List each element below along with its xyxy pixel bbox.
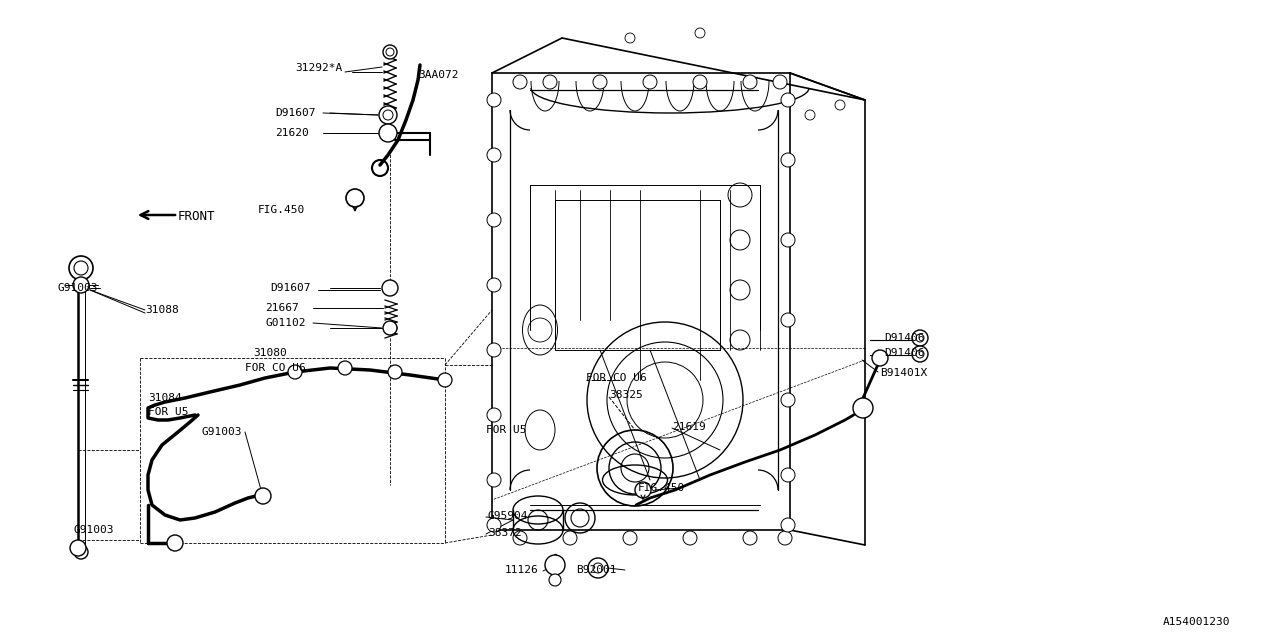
Text: G91003: G91003: [73, 525, 114, 535]
Circle shape: [781, 468, 795, 482]
Circle shape: [486, 278, 500, 292]
Text: D91607: D91607: [270, 283, 311, 293]
Circle shape: [593, 563, 603, 573]
Circle shape: [74, 261, 88, 275]
Text: D91607: D91607: [275, 108, 315, 118]
Text: FOR U5: FOR U5: [486, 425, 526, 435]
Text: G95904: G95904: [488, 511, 529, 521]
Circle shape: [852, 398, 873, 418]
Text: G91003: G91003: [58, 283, 99, 293]
Circle shape: [387, 48, 394, 56]
Circle shape: [288, 365, 302, 379]
Circle shape: [543, 75, 557, 89]
Text: FOR CO U6: FOR CO U6: [244, 363, 306, 373]
Circle shape: [383, 45, 397, 59]
Text: D91406: D91406: [884, 348, 924, 358]
Circle shape: [643, 75, 657, 89]
Circle shape: [166, 535, 183, 551]
Circle shape: [773, 75, 787, 89]
Text: B91401X: B91401X: [881, 368, 927, 378]
Circle shape: [692, 75, 707, 89]
Circle shape: [695, 28, 705, 38]
Circle shape: [588, 558, 608, 578]
Text: FIG.450: FIG.450: [259, 205, 305, 215]
Circle shape: [486, 473, 500, 487]
Circle shape: [625, 33, 635, 43]
Text: 3AA072: 3AA072: [419, 70, 458, 80]
Circle shape: [835, 100, 845, 110]
Text: FOR CO U6: FOR CO U6: [586, 373, 646, 383]
Circle shape: [486, 518, 500, 532]
Circle shape: [69, 256, 93, 280]
Circle shape: [781, 93, 795, 107]
Circle shape: [684, 531, 698, 545]
Circle shape: [742, 531, 756, 545]
Circle shape: [383, 321, 397, 335]
Text: B92001: B92001: [576, 565, 617, 575]
Circle shape: [911, 330, 928, 346]
Circle shape: [486, 213, 500, 227]
Circle shape: [781, 518, 795, 532]
Circle shape: [781, 233, 795, 247]
Text: FIG.450: FIG.450: [637, 483, 685, 493]
Text: 31292*A: 31292*A: [294, 63, 342, 73]
Circle shape: [781, 153, 795, 167]
Circle shape: [742, 75, 756, 89]
Circle shape: [781, 393, 795, 407]
Circle shape: [513, 531, 527, 545]
Circle shape: [70, 540, 86, 556]
Text: FOR U5: FOR U5: [148, 407, 188, 417]
Circle shape: [73, 277, 90, 293]
Text: 21619: 21619: [672, 422, 705, 432]
Circle shape: [781, 313, 795, 327]
Text: D91406: D91406: [884, 333, 924, 343]
Circle shape: [338, 361, 352, 375]
Circle shape: [805, 110, 815, 120]
Circle shape: [872, 350, 888, 366]
Circle shape: [549, 574, 561, 586]
Circle shape: [381, 280, 398, 296]
Text: G01102: G01102: [265, 318, 306, 328]
Circle shape: [379, 106, 397, 124]
Text: 38325: 38325: [609, 390, 643, 400]
Circle shape: [388, 365, 402, 379]
Circle shape: [255, 488, 271, 504]
Circle shape: [911, 346, 928, 362]
Circle shape: [486, 148, 500, 162]
Text: A154001230: A154001230: [1162, 617, 1230, 627]
Text: 21620: 21620: [275, 128, 308, 138]
Circle shape: [379, 124, 397, 142]
Text: FRONT: FRONT: [178, 209, 215, 223]
Circle shape: [916, 350, 924, 358]
Text: 38372: 38372: [488, 528, 522, 538]
Circle shape: [438, 373, 452, 387]
Circle shape: [778, 531, 792, 545]
Circle shape: [593, 75, 607, 89]
Circle shape: [486, 343, 500, 357]
Circle shape: [635, 482, 652, 498]
Circle shape: [916, 334, 924, 342]
Circle shape: [74, 545, 88, 559]
Circle shape: [563, 531, 577, 545]
Text: G91003: G91003: [202, 427, 242, 437]
Circle shape: [513, 75, 527, 89]
Circle shape: [486, 93, 500, 107]
Text: 21667: 21667: [265, 303, 298, 313]
Text: 31084: 31084: [148, 393, 182, 403]
Circle shape: [383, 110, 393, 120]
Circle shape: [623, 531, 637, 545]
Circle shape: [346, 189, 364, 207]
Text: 11126: 11126: [506, 565, 539, 575]
Circle shape: [486, 408, 500, 422]
Circle shape: [545, 555, 564, 575]
Text: 31080: 31080: [253, 348, 287, 358]
Text: 31088: 31088: [145, 305, 179, 315]
